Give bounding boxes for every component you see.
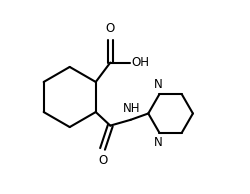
Text: OH: OH	[132, 56, 150, 69]
Text: N: N	[154, 136, 163, 149]
Text: NH: NH	[123, 102, 140, 115]
Text: N: N	[154, 78, 163, 91]
Text: O: O	[106, 22, 115, 35]
Text: O: O	[98, 154, 107, 167]
